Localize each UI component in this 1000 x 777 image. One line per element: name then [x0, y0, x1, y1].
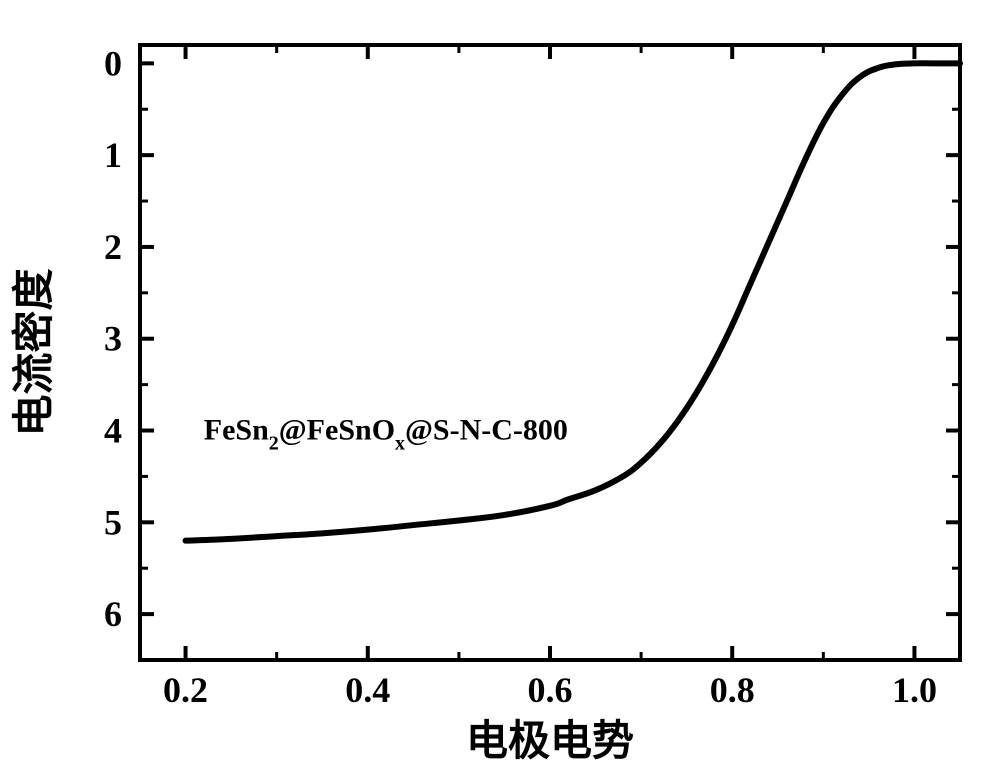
y-tick-label: 3 — [104, 319, 122, 359]
x-axis-label: 电极电势 — [466, 718, 634, 765]
line-chart: 0.20.40.60.81.00123456电极电势电流密度FeSn2@FeSn… — [0, 0, 1000, 777]
chart-container: 0.20.40.60.81.00123456电极电势电流密度FeSn2@FeSn… — [0, 0, 1000, 777]
y-axis-label: 电流密度 — [11, 268, 58, 436]
x-tick-label: 0.2 — [163, 670, 208, 710]
y-tick-label: 4 — [104, 411, 122, 451]
x-tick-label: 0.8 — [710, 670, 755, 710]
y-tick-label: 0 — [104, 43, 122, 83]
y-tick-label: 5 — [104, 502, 122, 542]
x-tick-label: 0.4 — [345, 670, 390, 710]
x-tick-label: 0.6 — [528, 670, 573, 710]
y-tick-label: 1 — [104, 135, 122, 175]
y-tick-label: 6 — [104, 594, 122, 634]
x-tick-label: 1.0 — [892, 670, 937, 710]
y-tick-label: 2 — [104, 227, 122, 267]
